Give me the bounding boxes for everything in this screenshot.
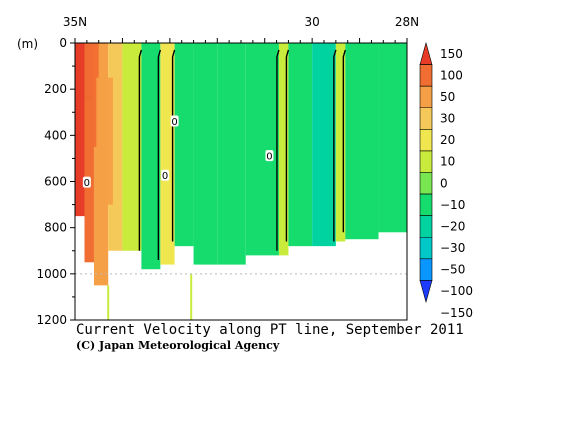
colorbar-swatch-5 (419, 150, 433, 173)
velocity-band-7 (174, 43, 194, 247)
velocity-band-6 (160, 43, 175, 265)
zero-contour-11 (285, 49, 290, 242)
y-tick-label-0: 0 (59, 36, 67, 50)
colorbar-swatch-6 (419, 172, 433, 195)
velocity-band-16 (378, 43, 407, 233)
y-axis: 0 200 400 600 800 1000 1200 (36, 36, 75, 327)
colorbar-swatch-10 (419, 258, 433, 281)
colorbar-swatch-4 (419, 129, 433, 152)
colorbar-label-8: −20 (440, 219, 465, 233)
velocity-patch-1 (84, 43, 99, 147)
contour-label-bg-0 (82, 176, 91, 188)
y-tick-label-1: 200 (44, 82, 67, 96)
colorbar-label-4: 20 (440, 133, 455, 147)
colorbar-label-2: 50 (440, 90, 455, 104)
colorbar-swatch-3 (419, 107, 433, 130)
x-axis: 35N 30 28N (63, 15, 419, 43)
zero-contour-6 (171, 49, 176, 242)
zero-contour-10 (276, 49, 280, 251)
y-tick-label-6: 1200 (36, 313, 67, 327)
reference-lines (75, 49, 407, 275)
contour-label-bg-2 (161, 169, 170, 181)
velocity-spike-1 (190, 273, 193, 320)
y-tick-label-4: 800 (44, 221, 67, 235)
colorbar-swatch-9 (419, 236, 433, 260)
contour-label-1: 0 (171, 117, 177, 128)
contour-labels: 0 0 0 0 (82, 115, 274, 189)
velocity-band-8 (193, 43, 218, 265)
contour-label-bg-3 (265, 150, 274, 162)
zero-contour-5 (157, 49, 162, 260)
velocity-field (75, 43, 407, 320)
velocity-band-10 (245, 43, 279, 256)
colorbar-label-3: 30 (440, 112, 455, 126)
velocity-band-14 (335, 43, 346, 242)
colorbar-label-12: −150 (440, 306, 473, 320)
velocity-band-13 (312, 43, 336, 247)
colorbar-label-10: −50 (440, 263, 465, 277)
velocity-patch-2 (96, 77, 113, 205)
colorbar-label-11: −100 (440, 284, 473, 298)
y-axis-label: (m) (17, 37, 38, 51)
colorbar-swatch-0 (419, 41, 433, 65)
x-tick-label-0: 35N (63, 15, 87, 29)
velocity-band-5 (141, 43, 161, 270)
colorbar-label-0: 150 (440, 47, 463, 61)
colorbar-label-9: −30 (440, 241, 465, 255)
velocity-band-4 (122, 43, 142, 251)
credit-line: (C) Japan Meteorological Agency (76, 339, 280, 352)
chart-title: Current Velocity along PT line, Septembe… (76, 322, 464, 338)
zero-contour-14 (342, 49, 347, 233)
colorbar-swatch-8 (419, 215, 433, 238)
contour-label-3: 0 (266, 152, 272, 163)
velocity-band-1 (84, 43, 94, 263)
velocity-band-0 (75, 43, 85, 217)
contour-label-0: 0 (84, 178, 90, 189)
colorbar-label-1: 100 (440, 68, 463, 82)
contour-label-2: 0 (162, 171, 168, 182)
zero-contour-4 (138, 49, 143, 251)
contour-label-bg-1 (170, 115, 179, 127)
velocity-band-9 (217, 43, 246, 265)
y-tick-label-2: 400 (44, 128, 67, 142)
x-tick-label-1: 30 (305, 15, 320, 29)
x-tick-label-2: 28N (395, 15, 419, 29)
colorbar-swatch-2 (419, 85, 433, 109)
colorbar-label-5: 10 (440, 155, 455, 169)
colorbar-swatch-7 (419, 193, 433, 216)
velocity-band-12 (288, 43, 313, 247)
y-tick-label-5: 1000 (36, 267, 67, 281)
y-tick-label-3: 600 (44, 175, 67, 189)
colorbar-swatch-1 (419, 64, 433, 87)
colorbar-label-6: 0 (440, 176, 448, 190)
velocity-band-15 (345, 43, 379, 240)
velocity-spike-0 (107, 285, 110, 320)
zero-contour-13 (333, 49, 337, 242)
colorbar-swatch-11 (419, 280, 433, 304)
colorbar-label-7: −10 (440, 198, 465, 212)
velocity-band-11 (278, 43, 289, 256)
